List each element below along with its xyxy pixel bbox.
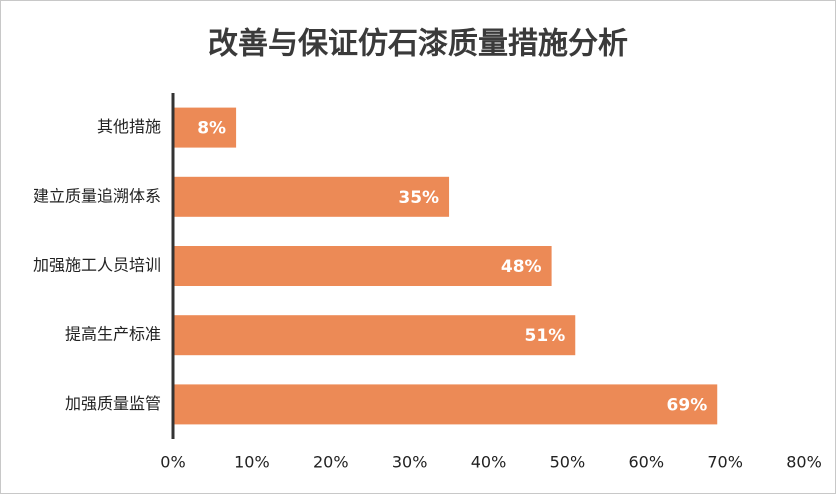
- x-tick-label: 0%: [160, 453, 185, 472]
- bar: [173, 107, 237, 148]
- x-tick-label: 80%: [786, 453, 822, 472]
- x-tick-label: 40%: [471, 453, 507, 472]
- value-label: 35%: [398, 188, 439, 208]
- value-label: 48%: [501, 257, 542, 277]
- value-label: 69%: [667, 395, 708, 415]
- value-label: 51%: [525, 326, 566, 346]
- x-tick-label: 70%: [707, 453, 743, 472]
- bar: [173, 176, 450, 217]
- y-tick-label: 加强质量监管: [65, 394, 161, 413]
- bar: [173, 384, 718, 425]
- bar: [173, 246, 552, 286]
- x-tick-label: 30%: [392, 453, 428, 472]
- chart-title: 改善与保证仿石漆质量措施分析: [208, 27, 628, 62]
- x-tick-label: 60%: [628, 453, 664, 472]
- y-tick-label: 加强施工人员培训: [33, 256, 161, 275]
- y-tick-label: 其他措施: [97, 117, 161, 136]
- y-tick-label: 提高生产标准: [65, 325, 161, 344]
- x-tick-label: 20%: [313, 453, 349, 472]
- x-tick-label: 50%: [550, 453, 586, 472]
- bar: [173, 315, 576, 356]
- y-tick-label: 建立质量追溯体系: [33, 186, 161, 205]
- value-label: 8%: [197, 119, 226, 139]
- x-tick-label: 10%: [234, 453, 270, 472]
